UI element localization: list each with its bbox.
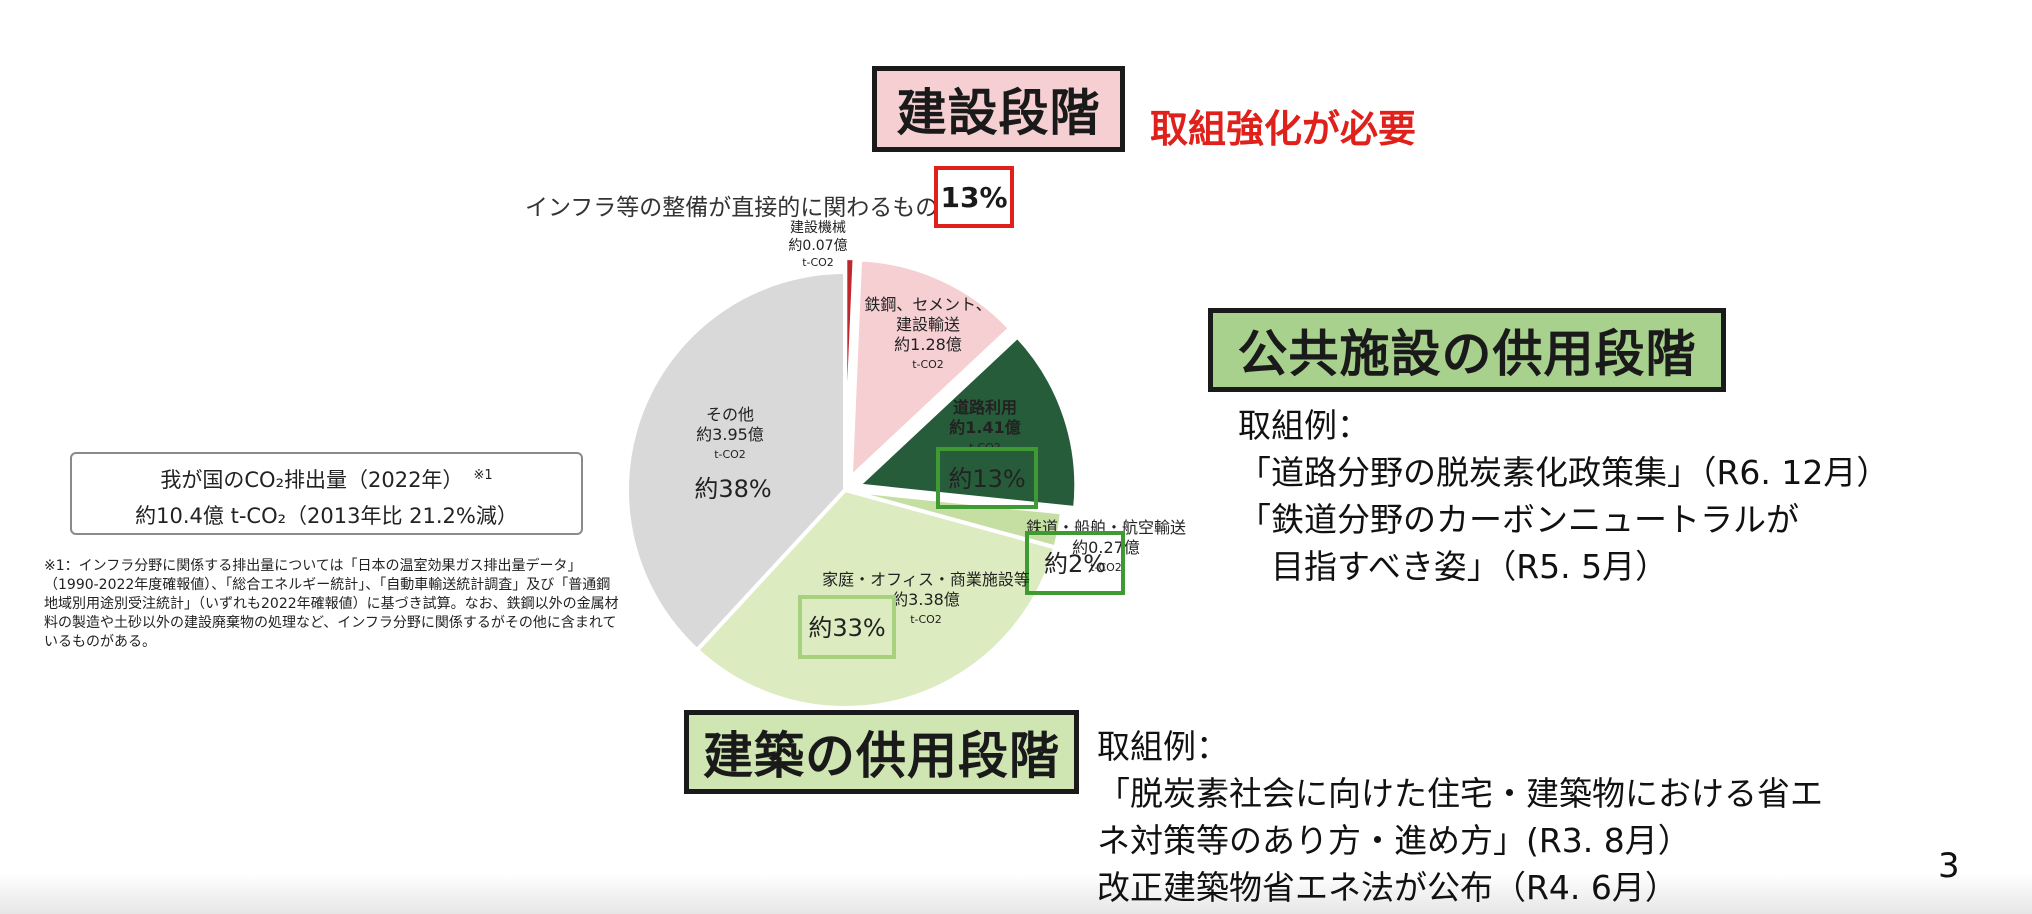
slice-unit-text: t-CO2	[910, 613, 942, 626]
slice-percent-label: 約38%	[694, 475, 771, 503]
slice-label-text: 約0.07億	[788, 238, 847, 254]
slice-label-text: 建設輸送	[896, 315, 960, 334]
slice-unit-text: t-CO2	[1090, 561, 1122, 574]
construction-stage-box: 建設段階	[872, 66, 1125, 152]
percent-highlight-box	[1025, 531, 1125, 595]
percent-highlight-box	[798, 595, 896, 659]
building-stage-box: 建築の供用段階	[684, 710, 1079, 794]
public-examples: 取組例： 「道路分野の脱炭素化政策集」（R6. 12月） 「鉄道分野のカーボンニ…	[1238, 406, 1890, 586]
slice-label-text: 約3.38億	[892, 590, 960, 609]
pie-slice	[848, 257, 1013, 483]
slice-unit-text: t-CO2	[714, 448, 746, 461]
total-note-mark: ※1	[473, 468, 493, 483]
pie-slice	[853, 333, 1079, 511]
slice-label-text: 道路利用	[953, 398, 1017, 417]
slice-percent-label: 約2%	[1044, 550, 1106, 578]
pie-slice	[843, 256, 857, 477]
slice-label-text: 約3.95億	[696, 425, 764, 444]
infra-percent-box: 13%	[934, 166, 1014, 228]
slice-percent-label: 約33%	[808, 614, 885, 642]
effort-needed-note: 取組強化が必要	[1150, 107, 1417, 151]
slice-label-text: 家庭・オフィス・商業施設等	[822, 570, 1030, 589]
slice-label-text: 約1.28億	[894, 335, 962, 354]
total-line1: 我が国のCO₂排出量（2022年）	[160, 468, 464, 492]
page-number: 3	[1938, 846, 1960, 886]
public-stage-box: 公共施設の供用段階	[1208, 308, 1726, 392]
slice-percent-label: 約13%	[948, 465, 1025, 493]
building-examples: 取組例： 「脱炭素社会に向けた住宅・建築物における省エ ネ対策等のあり方・進め方…	[1097, 727, 1823, 907]
infra-direct-label: インフラ等の整備が直接的に関わるもの	[525, 195, 939, 221]
slice-label-text: 約1.41億	[949, 418, 1020, 437]
percent-highlight-box	[936, 447, 1038, 509]
slice-label-text: その他	[706, 405, 754, 424]
slice-label-text: 建設機械	[790, 220, 846, 236]
slice-label-text: 鉄鋼、セメント、	[864, 295, 991, 314]
total-line2: 約10.4億 t-CO₂（2013年比 21.2%減）	[135, 504, 518, 528]
pie-slice	[625, 269, 847, 653]
slice-unit-text: t-CO2	[912, 358, 944, 371]
footer-band	[0, 874, 2032, 914]
slice-unit-text: t-CO2	[802, 256, 834, 269]
footnote: ※1：インフラ分野に関係する排出量については「日本の温室効果ガス排出量データ」（…	[44, 558, 619, 650]
total-emissions-box: 我が国のCO₂排出量（2022年） ※1 約10.4億 t-CO₂（2013年比 …	[70, 452, 583, 535]
